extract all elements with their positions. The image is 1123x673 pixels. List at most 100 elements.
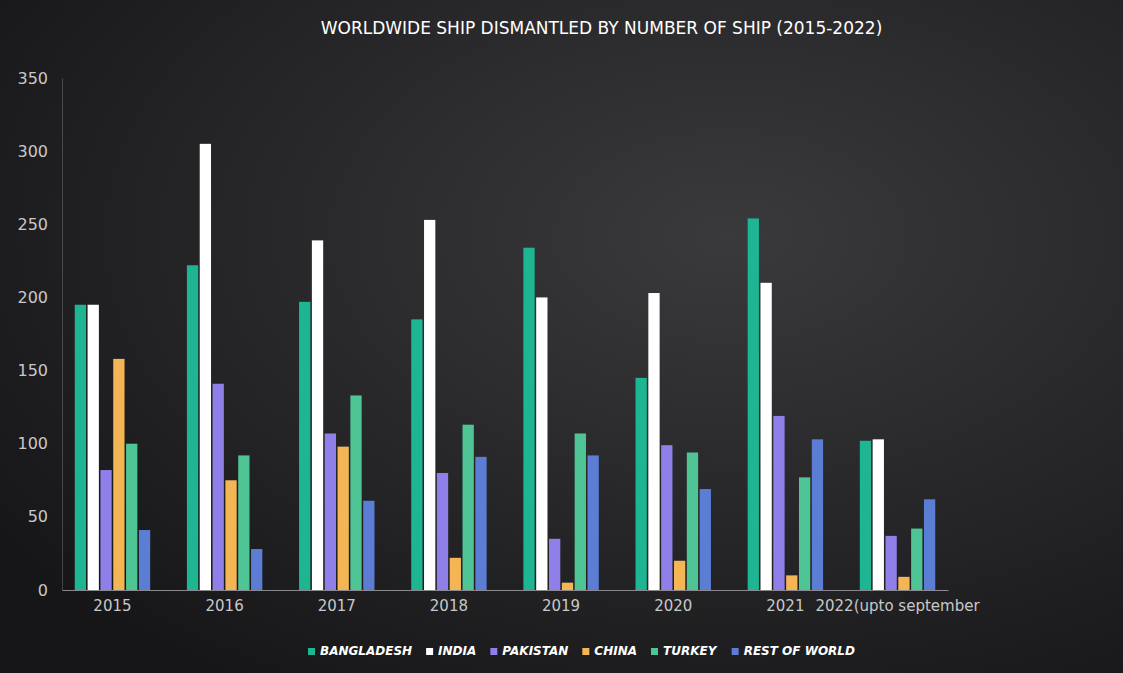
tick-label: 2020 [654,597,692,615]
bar [75,305,86,590]
tick: 2018 [430,590,468,615]
plot: 0501001502002503003502015201620172018201… [17,69,980,615]
legend-item: REST OF WORLD [732,644,855,658]
bar [299,302,310,590]
bar [885,536,896,590]
tick-label: 2015 [93,597,131,615]
tick-label: 2022(upto september [815,597,980,615]
bar [437,473,448,590]
x-axis: 20152016201720182019202020212022(upto se… [63,590,981,615]
legend-swatch [308,648,315,655]
tick: 300 [17,142,62,161]
bar [700,489,711,590]
tick-label: 0 [38,581,48,600]
bar [674,561,685,590]
tick: 350 [17,69,62,88]
bar [873,439,884,590]
tick: 0 [38,581,62,600]
bar [126,444,137,590]
tick: 2016 [206,590,244,615]
legend-item: BANGLADESH [308,644,412,658]
bar [523,248,534,590]
legend-label: INDIA [438,644,476,658]
bar [411,319,422,590]
legend-swatch [582,648,589,655]
bar [860,441,871,590]
series [88,144,884,590]
bar [536,297,547,590]
bar [113,359,124,590]
tick-label: 150 [17,361,48,380]
bar [760,283,771,590]
tick: 2017 [318,590,356,615]
legend-label: TURKEY [663,644,718,658]
tick-label: 200 [17,288,48,307]
tick: 2021 [766,590,804,615]
bar [350,395,361,590]
bar [88,305,99,590]
tick: 150 [17,361,62,380]
bar [588,455,599,590]
series [100,384,896,590]
series [113,359,909,590]
bar [251,549,262,590]
bar [661,445,672,590]
bar [463,425,474,590]
tick: 50 [28,507,62,526]
chart: WORLDWIDE SHIP DISMANTLED BY NUMBER OF S… [0,0,1123,673]
background [0,0,1123,673]
legend-label: REST OF WORLD [744,644,855,658]
series [126,395,922,590]
tick: 250 [17,215,62,234]
bar [200,144,211,590]
legend-label: BANGLADESH [320,644,412,658]
bar [325,433,336,590]
legend-item: PAKISTAN [490,644,568,658]
bar [549,539,560,590]
legend-label: CHINA [594,644,637,658]
tick-label: 2017 [318,597,356,615]
tick-label: 300 [17,142,48,161]
bar [225,480,236,590]
bar [687,452,698,590]
bar [139,530,150,590]
bar [575,433,586,590]
tick-label: 2016 [206,597,244,615]
tick-label: 100 [17,434,48,453]
legend-item: TURKEY [651,644,718,658]
tick: 2020 [654,590,692,615]
tick: 100 [17,434,62,453]
bar [898,577,909,590]
legend-swatch [490,648,497,655]
legend-item: CHINA [582,644,637,658]
bars [75,144,935,590]
tick: 200 [17,288,62,307]
series [75,218,871,590]
tick: 2022(upto september [815,590,980,615]
bar [562,583,573,590]
axis-line [63,590,949,591]
bar [475,457,486,590]
bar [213,384,224,590]
tick-label: 2018 [430,597,468,615]
axis-line [62,79,63,591]
bar [812,439,823,590]
bar [924,499,935,590]
bar [786,575,797,590]
bar [748,218,759,590]
bar [312,240,323,590]
bar [799,477,810,590]
tick-label: 2021 [766,597,804,615]
bar [648,293,659,590]
chart-title: WORLDWIDE SHIP DISMANTLED BY NUMBER OF S… [321,18,883,38]
tick-label: 50 [28,507,48,526]
bar [338,447,349,590]
legend-swatch [651,648,658,655]
bar [100,470,111,590]
tick-label: 350 [17,69,48,88]
series [139,439,935,590]
tick-label: 250 [17,215,48,234]
tick: 2015 [93,590,131,615]
legend-swatch [732,648,739,655]
bar [450,558,461,590]
